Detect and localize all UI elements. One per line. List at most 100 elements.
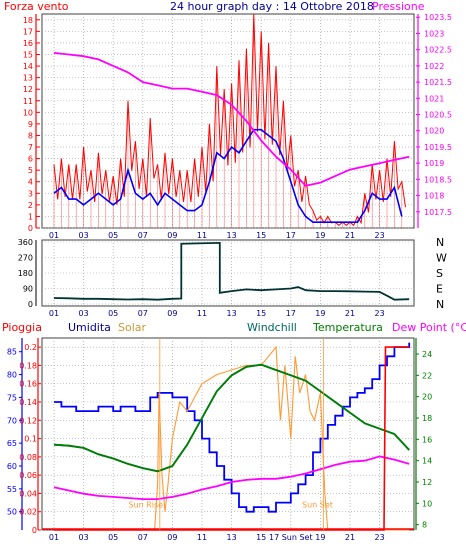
- wind-average-series: [53, 128, 403, 223]
- pressure-series: [53, 52, 410, 187]
- p3-x-tick-label: 21: [345, 533, 355, 542]
- rain-tick-label: 0.02: [19, 508, 37, 517]
- humidity-tick-label: 80: [7, 371, 17, 380]
- humidity-tick-label: 55: [7, 485, 17, 494]
- p2-x-tick-label: 17: [286, 309, 296, 318]
- p2-x-tick-label: 09: [167, 309, 177, 318]
- temperature-tick-label: 22: [422, 371, 432, 380]
- temperature-label: Temperatura: [312, 321, 383, 334]
- p1-x-tick-label: 17: [286, 231, 296, 240]
- p3-x-tick-label: 07: [138, 533, 148, 542]
- p1-x-tick-label: 13: [227, 231, 237, 240]
- wind-left-tick-label: 2: [28, 201, 33, 210]
- wind-left-tick-label: 13: [23, 74, 33, 83]
- p2-x-tick-label: 03: [79, 309, 89, 318]
- p1-x-tick-label: 11: [197, 231, 207, 240]
- pressure-right-tick-label: 1023: [424, 29, 444, 38]
- direction-compass-label: S: [436, 267, 443, 280]
- pressure-right-tick-label: 1018.5: [424, 175, 452, 184]
- temperature-tick-label: 24: [422, 350, 432, 359]
- p1-x-tick-label: 23: [375, 231, 385, 240]
- temperature-tick-label: 10: [422, 499, 432, 508]
- humidity-tick-label: 65: [7, 439, 17, 448]
- wind-left-tick-label: 8: [28, 131, 33, 140]
- pressure-right-tick-label: 1023.5: [424, 13, 452, 22]
- wind-left-tick-label: 5: [28, 166, 33, 175]
- direction-left-tick-label: 180: [18, 269, 33, 278]
- pressure-title: Pressione: [372, 0, 425, 13]
- p2-x-tick-label: 23: [375, 309, 385, 318]
- humidity-tick-label: 60: [7, 462, 17, 471]
- p3-x-tick-label: 01: [49, 533, 59, 542]
- p2-x-tick-label: 05: [108, 309, 118, 318]
- p3-x-tick-label: 11: [197, 533, 207, 542]
- wind-left-tick-label: 9: [28, 120, 33, 129]
- direction-compass-label: N: [436, 236, 444, 249]
- wind-left-tick-label: 14: [23, 62, 33, 71]
- pressure-right-tick-label: 1021: [424, 94, 444, 103]
- rain-label: Pioggia: [2, 321, 42, 334]
- p3-x-tick-label: 03: [79, 533, 89, 542]
- temperature-tick-label: 14: [422, 457, 432, 466]
- humidity-tick-label: 85: [7, 348, 17, 357]
- pressure-right-tick-label: 1020.5: [424, 111, 452, 120]
- direction-left-tick-label: 0: [28, 300, 33, 309]
- rain-tick-label: 0.18: [19, 361, 37, 370]
- p1-x-tick-label: 01: [49, 231, 59, 240]
- p1-x-tick-label: 15: [256, 231, 266, 240]
- temperature-tick-label: 18: [422, 414, 432, 423]
- sun-set-label: Sun Set: [302, 501, 333, 510]
- temperature-tick-label: 20: [422, 393, 432, 402]
- p3-x-tick-label: 13: [227, 533, 237, 542]
- windchill-label: Windchill: [247, 321, 297, 334]
- series-pioggia: [54, 346, 410, 531]
- frame-humidity: [41, 337, 415, 531]
- rain-tick-label: 0.2: [24, 343, 37, 352]
- wind-left-tick-label: 1: [28, 212, 33, 221]
- p3-x-tick-label: 15: [256, 533, 266, 542]
- wind-left-tick-label: 11: [23, 97, 33, 106]
- p1-x-tick-label: 09: [167, 231, 177, 240]
- direction-compass-label: E: [436, 283, 443, 296]
- wind-left-tick-label: 4: [28, 178, 33, 187]
- temperature-tick-label: 12: [422, 478, 432, 487]
- p3-x-tick-label: 17 Sun Set: [269, 533, 313, 542]
- wind-title: Forza vento: [4, 0, 69, 13]
- wind-left-tick-label: 16: [23, 39, 33, 48]
- rain-tick-label: 0.14: [19, 398, 37, 407]
- rain-tick-label: 0.12: [19, 416, 37, 425]
- pressure-right-tick-label: 1022.5: [424, 46, 452, 55]
- series-umidita: [54, 342, 411, 513]
- graph-date-title: 24 hour graph day : 14 Ottobre 2018: [170, 0, 374, 13]
- wind-left-tick-label: 18: [23, 16, 33, 25]
- wind-gust-series: [53, 13, 406, 227]
- wind-left-tick-label: 7: [28, 143, 33, 152]
- pressure-right-tick-label: 1022: [424, 62, 444, 71]
- p2-x-tick-label: 19: [315, 309, 325, 318]
- series-dew-point: [53, 455, 410, 501]
- rain-tick-label: 0.16: [19, 380, 37, 389]
- p2-x-tick-label: 15: [256, 309, 266, 318]
- rain-tick-label: 0.04: [19, 489, 37, 498]
- p2-x-tick-label: 13: [227, 309, 237, 318]
- rain-tick-label: 0.08: [19, 453, 37, 462]
- p1-x-tick-label: 21: [345, 231, 355, 240]
- panel-frames: [41, 13, 415, 531]
- wind-pressure-panel: 01 03 05 07 09 11 13 15 17 19 21 230123456789101112…: [23, 13, 452, 240]
- pressure-right-tick-label: 1019.5: [424, 143, 452, 152]
- humidity-tick-label: 75: [7, 393, 17, 402]
- p3-x-tick-label: 19: [315, 533, 325, 542]
- wind-left-tick-label: 15: [23, 50, 33, 59]
- solar-label: Solar: [118, 321, 147, 334]
- wind-left-tick-label: 17: [23, 27, 33, 36]
- p2-x-tick-label: 07: [138, 309, 148, 318]
- frame-wind: [41, 13, 415, 229]
- rain-tick-label: 0.1: [24, 435, 37, 444]
- pressure-right-tick-label: 1021.5: [424, 78, 452, 87]
- temperature-tick-label: 8: [422, 521, 427, 530]
- pressure-right-tick-label: 1020: [424, 127, 444, 136]
- p2-x-tick-label: 11: [197, 309, 207, 318]
